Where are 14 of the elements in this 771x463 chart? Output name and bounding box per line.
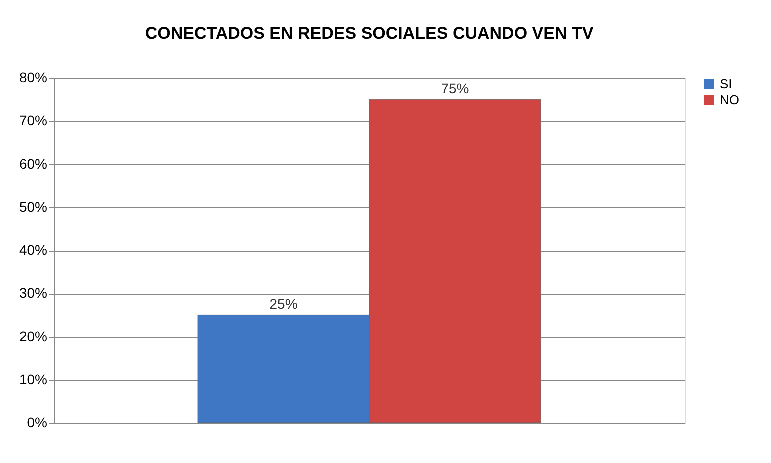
- y-tick-label: 60%: [19, 156, 48, 172]
- y-tick-label: 20%: [19, 328, 48, 344]
- y-tick-label: 0%: [27, 414, 48, 430]
- y-tick-label: 30%: [19, 285, 48, 302]
- chart-title: CONECTADOS EN REDES SOCIALES CUANDO VEN TV: [145, 24, 594, 43]
- y-tick-label: 50%: [19, 198, 48, 215]
- y-tick-label: 80%: [19, 70, 48, 86]
- data-label: 25%: [270, 296, 298, 312]
- y-tick-label: 10%: [19, 371, 48, 388]
- y-tick-label: 40%: [19, 242, 48, 258]
- legend-label: SI: [720, 76, 732, 92]
- data-label: 75%: [441, 80, 470, 97]
- y-tick-label: 70%: [19, 112, 48, 129]
- legend-label: NO: [720, 92, 740, 108]
